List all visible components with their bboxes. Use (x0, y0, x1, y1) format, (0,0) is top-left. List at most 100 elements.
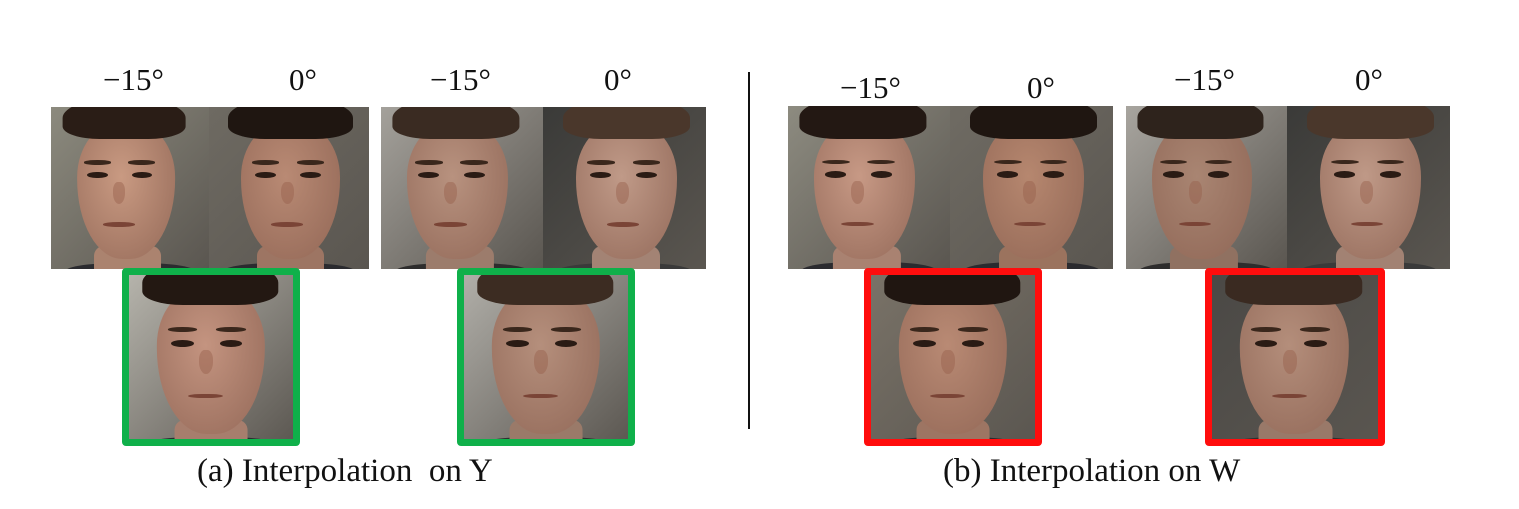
nose (940, 350, 955, 375)
face-image-output (124, 270, 298, 444)
face-skin (156, 285, 265, 434)
eye (505, 339, 529, 347)
eye (255, 171, 277, 179)
angle-label: 0° (1027, 70, 1055, 105)
hair (562, 107, 690, 140)
eye (463, 171, 485, 179)
eyebrow (167, 327, 198, 332)
hair (884, 270, 1020, 305)
nose (444, 181, 458, 205)
eyebrow (867, 159, 895, 164)
mouth (1272, 393, 1308, 399)
face-skin (982, 120, 1084, 260)
eye (635, 171, 658, 179)
eyebrow (1300, 327, 1331, 332)
face-skin (241, 121, 341, 260)
eye (1379, 171, 1402, 178)
face-image-input (51, 107, 209, 269)
face-skin (1240, 285, 1350, 434)
eye (997, 171, 1019, 178)
eye (825, 171, 847, 178)
angle-label: −15° (1174, 62, 1235, 97)
eyebrow (994, 159, 1022, 164)
nose (1360, 180, 1374, 204)
eye (1334, 171, 1356, 178)
eyebrow (1039, 159, 1068, 164)
output-frame-red (1205, 268, 1385, 446)
hair (142, 270, 278, 305)
hair (969, 106, 1097, 139)
face-skin (491, 285, 600, 434)
panel-divider (748, 72, 750, 429)
angle-label: 0° (1355, 62, 1383, 97)
eye (170, 339, 194, 347)
face-image-input (950, 106, 1113, 269)
face-skin (814, 120, 915, 260)
eyebrow (216, 327, 246, 332)
hair (1306, 106, 1434, 139)
eye (1303, 339, 1327, 347)
face-image-input (381, 107, 543, 269)
hair (1225, 270, 1363, 305)
face-skin (1152, 120, 1253, 260)
eye (1254, 339, 1278, 347)
eye (87, 171, 108, 179)
mouth (1013, 221, 1047, 227)
mouth (1179, 221, 1212, 227)
eyebrow (909, 327, 940, 332)
eye (554, 339, 578, 347)
mouth (841, 221, 874, 227)
nose (616, 181, 630, 205)
eyebrow (958, 327, 988, 332)
eyebrow (128, 160, 156, 165)
hair (62, 107, 186, 140)
eye (131, 171, 153, 179)
face-skin (575, 121, 677, 260)
eyebrow (415, 160, 443, 165)
face-skin (76, 121, 175, 260)
panel-caption: (b) Interpolation on W (943, 453, 1241, 489)
eye (1163, 171, 1184, 178)
panel-caption: (a) Interpolation on Y (197, 453, 493, 489)
mouth (103, 222, 135, 227)
eye (590, 171, 612, 179)
nose (533, 350, 548, 375)
output-frame-red (864, 268, 1042, 446)
nose (198, 350, 213, 375)
nose (1282, 350, 1297, 375)
eyebrow (252, 160, 280, 165)
output-frame-green (457, 268, 635, 446)
eyebrow (1251, 327, 1281, 332)
hair (228, 107, 353, 140)
eye (300, 171, 321, 179)
eyebrow (1376, 159, 1405, 164)
eyebrow (460, 160, 488, 165)
face-image-input (209, 107, 369, 269)
eye (418, 171, 440, 179)
face-image-input (1126, 106, 1287, 269)
eye (870, 171, 892, 178)
mouth (1350, 221, 1384, 227)
eyebrow (1331, 159, 1359, 164)
mouth (606, 222, 640, 227)
eye (1208, 171, 1230, 178)
angle-label: −15° (430, 62, 491, 97)
eyebrow (1204, 159, 1233, 164)
nose (112, 181, 126, 205)
mouth (930, 393, 966, 399)
output-frame-green (122, 268, 300, 446)
face-skin (407, 121, 508, 260)
mouth (523, 393, 559, 399)
hair (477, 270, 613, 305)
face-image-input (788, 106, 950, 269)
eyebrow (822, 159, 850, 164)
mouth (188, 393, 224, 399)
face-skin (1319, 120, 1421, 260)
eyebrow (551, 327, 581, 332)
eyebrow (297, 160, 325, 165)
eye (219, 339, 243, 347)
eye (961, 339, 985, 347)
eyebrow (587, 160, 615, 165)
eye (1042, 171, 1065, 178)
nose (281, 181, 294, 205)
